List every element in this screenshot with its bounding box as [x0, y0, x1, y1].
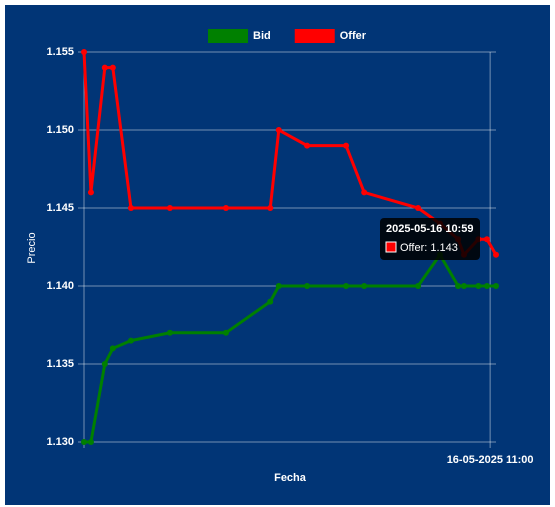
data-point — [109, 345, 116, 352]
y-tick-label: 1.135 — [46, 358, 74, 370]
data-point — [343, 142, 350, 149]
y-tick-label: 1.140 — [46, 280, 74, 292]
data-point — [275, 127, 282, 133]
data-point — [127, 205, 134, 211]
data-point — [101, 64, 108, 71]
data-point — [81, 49, 87, 55]
x-axis-title: Fecha — [274, 472, 307, 484]
tooltip-title: 2025-05-16 10:59 — [386, 223, 473, 235]
data-point — [460, 283, 467, 289]
data-point — [483, 236, 490, 243]
y-tick-label: 1.155 — [46, 46, 74, 58]
data-point — [109, 64, 116, 71]
legend-swatch — [294, 29, 335, 43]
data-point — [304, 283, 311, 289]
data-point — [361, 189, 368, 196]
data-point — [87, 189, 94, 196]
data-point — [222, 205, 229, 211]
data-point — [267, 205, 274, 211]
data-point — [275, 283, 282, 289]
data-point — [127, 337, 134, 344]
tooltip-swatch — [385, 241, 397, 253]
data-point — [475, 283, 482, 289]
data-point — [81, 439, 87, 445]
tooltip-box — [380, 218, 480, 260]
y-axis-title: Precio — [26, 232, 38, 263]
legend-label: Offer — [340, 30, 367, 42]
legend-swatch — [208, 29, 248, 43]
data-point — [222, 329, 229, 336]
data-point — [415, 283, 422, 289]
data-point — [493, 283, 499, 289]
data-point — [343, 283, 350, 289]
data-point — [87, 439, 94, 445]
y-tick-label: 1.130 — [46, 436, 74, 448]
legend-label: Bid — [253, 30, 271, 42]
data-point — [304, 142, 311, 149]
data-point — [166, 205, 173, 211]
y-tick-label: 1.150 — [46, 124, 74, 136]
data-point — [361, 283, 368, 289]
data-point — [101, 361, 108, 367]
x-tick-label: 16-05-2025 11:00 — [447, 454, 534, 466]
data-point — [267, 298, 274, 305]
y-tick-label: 1.145 — [46, 202, 74, 214]
data-point — [166, 329, 173, 336]
data-point — [415, 205, 422, 211]
tooltip: 2025-05-16 10:59 Offer: 1.143 — [380, 218, 480, 260]
data-point — [483, 283, 490, 289]
data-point — [455, 283, 462, 289]
tooltip-label: Offer: 1.143 — [400, 242, 458, 254]
data-point — [493, 251, 499, 258]
